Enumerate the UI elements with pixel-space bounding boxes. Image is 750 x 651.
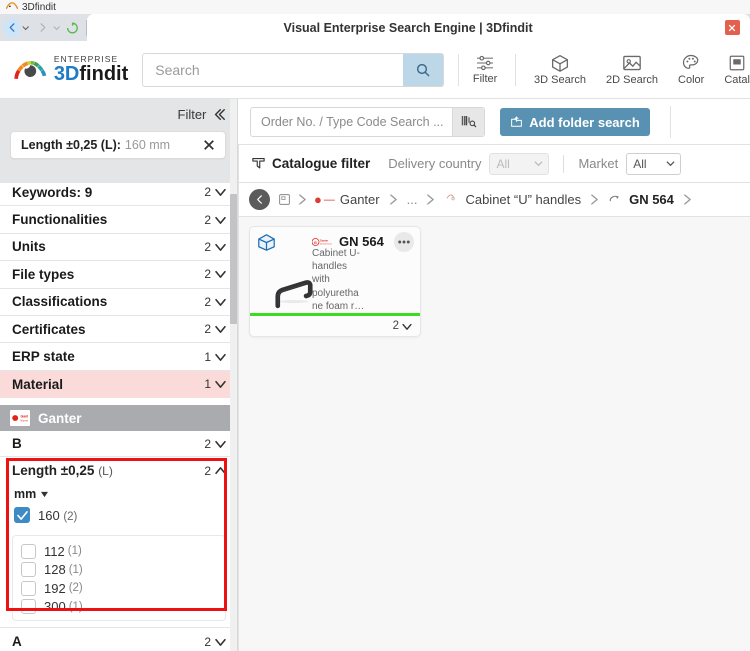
svg-text:Normelemente: Normelemente — [320, 243, 332, 246]
svg-text:G: G — [314, 240, 317, 245]
svg-text:Normelemente: Normelemente — [21, 420, 28, 423]
svg-text:Ganter: Ganter — [21, 415, 28, 419]
svg-text:Ganter: Ganter — [320, 240, 328, 243]
